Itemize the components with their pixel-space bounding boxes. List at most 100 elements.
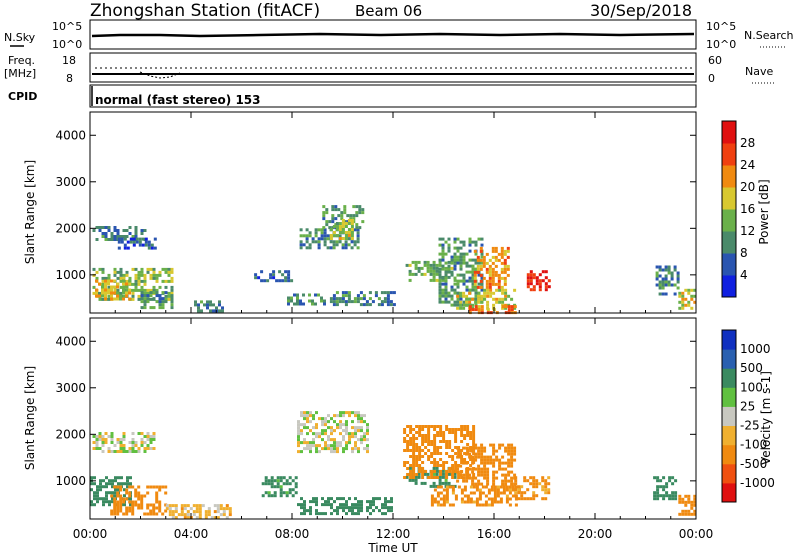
data-cell: [544, 288, 548, 292]
data-cell: [348, 411, 351, 415]
scatter-region: [678, 288, 697, 310]
data-cell: [447, 300, 451, 304]
data-cell: [219, 513, 223, 517]
data-cell: [427, 476, 431, 479]
data-cell: [171, 513, 175, 517]
data-cell: [369, 512, 372, 516]
data-cell: [658, 268, 662, 272]
data-cell: [297, 429, 300, 433]
data-cell: [122, 279, 125, 283]
data-cell: [155, 291, 159, 295]
data-cell: [95, 438, 99, 441]
data-cell: [693, 294, 697, 298]
data-cell: [681, 297, 685, 301]
data-cell: [306, 420, 309, 424]
data-cell: [665, 482, 669, 486]
data-cell: [96, 485, 99, 489]
data-cell: [122, 438, 126, 441]
data-cell: [135, 237, 139, 241]
data-cell: [424, 425, 428, 428]
data-cell: [438, 279, 442, 283]
data-cell: [279, 485, 283, 489]
data-cell: [359, 303, 363, 307]
data-cell: [128, 282, 132, 286]
data-cell: [495, 297, 499, 301]
data-cell: [479, 246, 483, 250]
data-cell: [326, 237, 330, 241]
data-cell: [264, 491, 268, 495]
data-cell: [681, 291, 685, 295]
data-cell: [342, 506, 345, 510]
data-cell: [450, 285, 454, 289]
data-cell: [170, 294, 174, 298]
time-axis-title: Time UT: [367, 541, 418, 554]
data-cell: [441, 294, 445, 298]
data-cell: [389, 300, 393, 304]
data-cell: [122, 497, 126, 501]
data-cell: [192, 513, 196, 517]
data-cell: [500, 246, 504, 250]
data-cell: [152, 432, 156, 435]
data-cell: [656, 485, 660, 489]
data-cell: [474, 443, 478, 447]
data-cell: [482, 264, 486, 268]
data-cell: [418, 464, 422, 467]
data-cell: [117, 240, 121, 244]
data-cell: [491, 276, 495, 280]
data-cell: [350, 240, 354, 244]
data-cell: [412, 437, 416, 440]
data-cell: [661, 283, 665, 287]
data-cell: [92, 273, 96, 277]
data-cell: [490, 488, 494, 492]
colorbar-swatch: [722, 425, 736, 446]
data-cell: [409, 425, 413, 428]
data-cell: [128, 297, 132, 301]
data-cell: [523, 479, 527, 483]
data-cell: [456, 273, 460, 277]
data-cell: [339, 420, 342, 424]
data-cell: [380, 303, 384, 307]
data-cell: [334, 217, 338, 221]
data-cell: [438, 275, 442, 279]
colorbar-swatch: [722, 143, 736, 166]
data-cell: [494, 255, 498, 259]
freq-tick-low: 8: [66, 72, 73, 85]
data-cell: [315, 444, 318, 448]
data-cell: [108, 491, 111, 495]
data-cell: [462, 282, 466, 286]
data-cell: [116, 509, 120, 513]
data-cell: [152, 506, 156, 510]
data-cell: [306, 444, 309, 448]
data-cell: [535, 479, 539, 483]
data-cell: [351, 503, 354, 507]
data-cell: [433, 452, 437, 455]
data-cell: [690, 294, 694, 298]
data-cell: [403, 464, 407, 467]
data-cell: [291, 494, 295, 498]
data-cell: [303, 438, 306, 442]
data-cell: [155, 485, 159, 489]
nave-tick-low: 0: [708, 72, 715, 85]
data-cell: [441, 255, 445, 259]
data-cell: [676, 271, 680, 275]
data-cell: [113, 229, 117, 232]
nsky-label: N.Sky: [4, 31, 36, 44]
data-cell: [327, 426, 330, 430]
data-cell: [282, 476, 286, 480]
data-cell: [155, 276, 159, 280]
data-cell: [438, 252, 442, 256]
data-cell: [457, 449, 461, 452]
data-cell: [480, 449, 484, 453]
data-cell: [478, 488, 482, 492]
data-cell: [96, 497, 99, 501]
data-cell: [315, 497, 318, 501]
data-cell: [338, 240, 342, 244]
data-cell: [472, 491, 476, 495]
data-cell: [342, 429, 345, 433]
data-cell: [155, 300, 159, 304]
data-cell: [351, 450, 354, 454]
data-cell: [466, 497, 470, 501]
data-cell: [507, 458, 511, 462]
data-cell: [149, 512, 153, 516]
